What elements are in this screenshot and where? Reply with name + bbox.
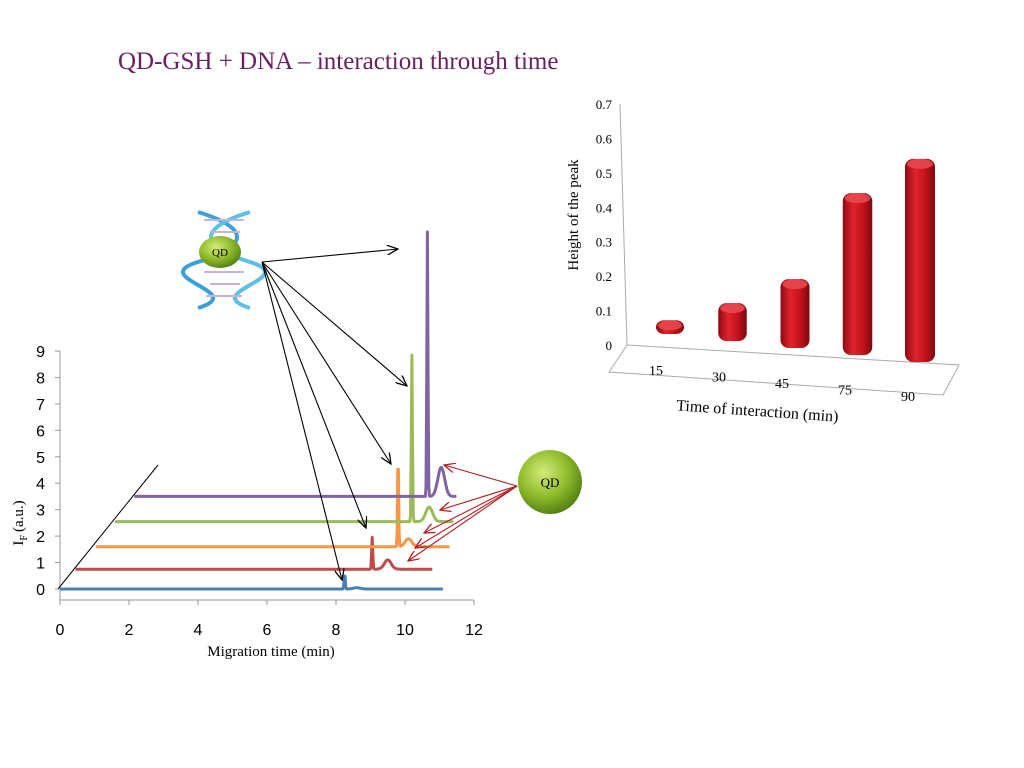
bar-top [658,320,682,331]
x-tick-label: 6 [263,622,272,639]
bar-body [780,279,810,348]
slide-title: QD-GSH + DNA – interaction through time [118,48,559,75]
bar-y-axis-line [619,103,628,346]
bar-y-tick-label: 0.3 [596,235,612,250]
bar-chart-floor [608,344,960,396]
x-tick-label: 8 [332,622,341,639]
complex-peak-arrows [261,249,407,580]
y-tick-label: 4 [36,476,45,493]
bar-y-tick-label: 0.4 [596,200,613,215]
bar-y-tick-label: 0.7 [596,97,613,112]
bar-x-axis-title: Time of interaction (min) [676,397,839,425]
electropherogram-trace [95,467,451,549]
x-tick-label: 0 [56,622,65,639]
bar [842,193,873,355]
bar [656,320,684,334]
bar-y-tick-label: 0.5 [596,166,612,181]
bar-y-tick-label: 0.6 [596,131,613,146]
y-tick-label: 0 [36,582,45,599]
y-tick-label: 2 [36,529,45,546]
y-tick-label: 5 [36,450,45,467]
bar-x-tick-label: 15 [649,364,663,379]
electropherogram-trace [114,353,455,524]
depth-axis-line [57,464,159,590]
x-tick-label: 10 [396,622,414,639]
bar-body [842,193,873,355]
y-tick-label: 6 [36,423,45,440]
peak-height-bar-chart: 0 0.1 0.2 0.3 0.4 0.5 0.6 0.7 15 30 45 75 90 Time o… [566,97,960,426]
bar-x-tick-label: 30 [712,371,726,386]
bar-top [782,279,808,290]
bar-top [907,158,933,169]
bar-top [844,193,871,204]
bar-body [905,158,935,362]
x-tick-label: 12 [465,622,483,639]
bar-x-tick-label: 90 [901,390,915,405]
bar [718,303,747,341]
y-tick-label: 9 [36,344,45,361]
electropherogram-trace [74,535,434,571]
bar-x-tick-label: 75 [838,384,852,399]
y-tick-label: 8 [36,370,45,387]
free-qd-peak-arrows [408,465,518,561]
electropherogram-trace [59,574,444,591]
bar [780,279,810,348]
bar-y-tick-label: 0.1 [596,304,612,319]
bar-y-tick-label: 0 [606,338,613,353]
x-axis-title: Migration time (min) [207,644,334,660]
free-qd-label: QD [541,475,560,490]
dna-helix-with-qd-icon: QD [181,210,267,310]
bar-y-axis-title: Height of the peak [566,159,582,271]
qd-bead-icon [199,236,241,268]
free-qd-sphere-icon: QD [518,450,582,514]
bar-y-tick-label: 0.2 [596,269,612,284]
electropherogram-trace [133,230,458,498]
x-tick-label: 4 [194,622,203,639]
bar-x-tick-label: 45 [775,377,789,392]
x-tick-label: 2 [125,622,134,639]
y-tick-label: 3 [36,503,45,520]
y-tick-label: 7 [36,397,45,414]
bar-top [720,303,745,314]
bar [905,158,935,362]
y-axis-title: IF(a.u.) [11,500,30,545]
dna-qd-label: QD [212,247,228,259]
y-tick-label: 1 [36,556,45,573]
bar-body [718,303,747,341]
